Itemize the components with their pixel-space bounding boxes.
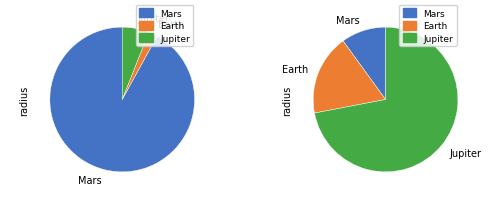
Text: Jupiter: Jupiter [138, 14, 170, 24]
Legend: Mars, Earth, Jupiter: Mars, Earth, Jupiter [399, 5, 457, 47]
Text: Earth: Earth [282, 65, 308, 74]
Y-axis label: radius: radius [282, 85, 292, 115]
Text: Mars: Mars [336, 16, 360, 26]
Text: Jupiter: Jupiter [450, 148, 482, 158]
Text: Mars: Mars [78, 175, 102, 185]
Wedge shape [122, 33, 157, 100]
Wedge shape [313, 42, 386, 113]
Legend: Mars, Earth, Jupiter: Mars, Earth, Jupiter [136, 5, 193, 47]
Wedge shape [315, 28, 458, 172]
Wedge shape [122, 28, 149, 100]
Text: Earth: Earth [158, 20, 184, 30]
Wedge shape [343, 28, 386, 100]
Y-axis label: radius: radius [19, 85, 29, 115]
Wedge shape [50, 28, 195, 172]
